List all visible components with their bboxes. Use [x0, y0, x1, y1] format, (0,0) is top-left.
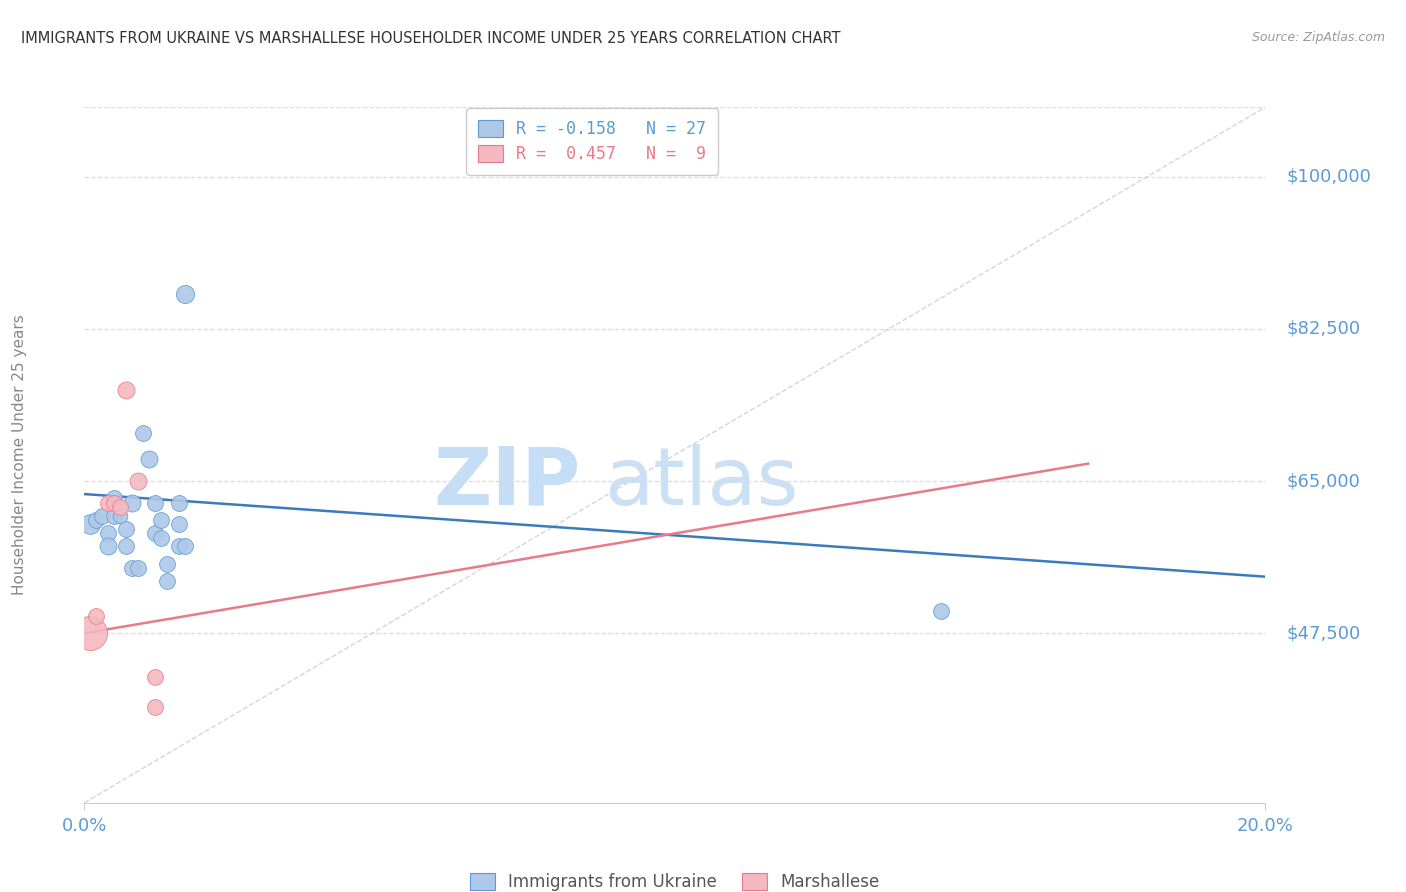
Point — [103, 508, 125, 523]
Point — [167, 496, 190, 510]
Text: Source: ZipAtlas.com: Source: ZipAtlas.com — [1251, 31, 1385, 45]
Point — [114, 383, 136, 397]
Point — [114, 522, 136, 536]
Point — [156, 557, 179, 571]
Point — [97, 526, 120, 541]
Point — [150, 513, 173, 527]
Point — [84, 608, 107, 623]
Point — [91, 508, 114, 523]
Point — [929, 605, 952, 619]
Point — [103, 491, 125, 506]
Point — [79, 626, 101, 640]
Point — [143, 496, 166, 510]
Point — [132, 426, 155, 441]
Point — [84, 513, 107, 527]
Text: $47,500: $47,500 — [1286, 624, 1361, 642]
Point — [79, 517, 101, 532]
Text: $65,000: $65,000 — [1286, 472, 1361, 490]
Legend: Immigrants from Ukraine, Marshallese: Immigrants from Ukraine, Marshallese — [460, 863, 890, 892]
Text: Householder Income Under 25 years: Householder Income Under 25 years — [11, 315, 27, 595]
Point — [103, 496, 125, 510]
Point — [127, 561, 149, 575]
Point — [150, 531, 173, 545]
Point — [108, 508, 131, 523]
Point — [121, 561, 143, 575]
Point — [143, 526, 166, 541]
Point — [143, 670, 166, 684]
Text: $82,500: $82,500 — [1286, 320, 1361, 338]
Text: atlas: atlas — [605, 443, 799, 522]
Point — [97, 539, 120, 553]
Text: ZIP: ZIP — [433, 443, 581, 522]
Point — [143, 700, 166, 714]
Point — [167, 539, 190, 553]
Point — [108, 500, 131, 515]
Point — [97, 496, 120, 510]
Text: IMMIGRANTS FROM UKRAINE VS MARSHALLESE HOUSEHOLDER INCOME UNDER 25 YEARS CORRELA: IMMIGRANTS FROM UKRAINE VS MARSHALLESE H… — [21, 31, 841, 46]
Point — [173, 287, 195, 301]
Point — [167, 517, 190, 532]
Point — [127, 474, 149, 488]
Point — [156, 574, 179, 588]
Point — [173, 539, 195, 553]
Point — [114, 539, 136, 553]
Text: $100,000: $100,000 — [1286, 168, 1371, 186]
Point — [121, 496, 143, 510]
Point — [138, 452, 160, 467]
